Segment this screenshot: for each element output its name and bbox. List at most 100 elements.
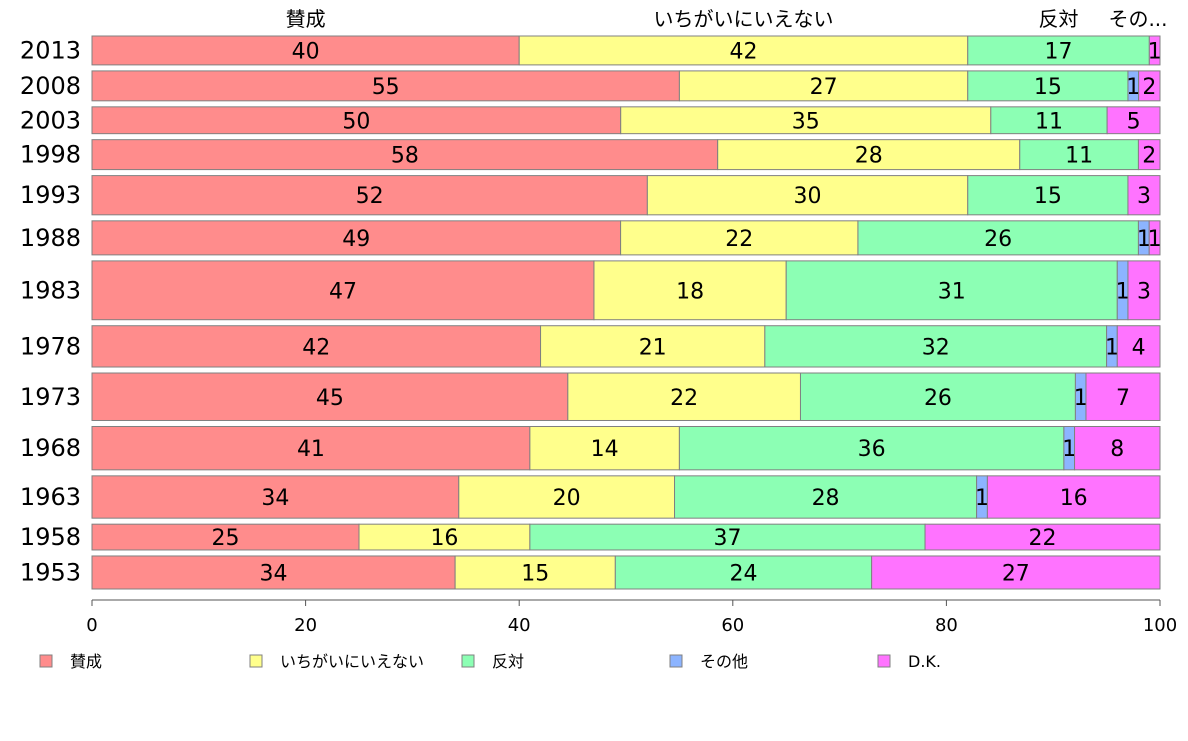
- top-labels-layer: 賛成 いちがいにいえない 反対 その...: [286, 7, 1168, 31]
- series-top-label: 反対: [1039, 7, 1079, 31]
- data-label: 1: [975, 486, 989, 511]
- series-top-label: その...: [1108, 7, 1167, 31]
- x-tick-label: 20: [294, 615, 317, 636]
- data-label: 18: [676, 279, 704, 304]
- legend-label: その他: [700, 652, 748, 671]
- data-label: 35: [792, 109, 820, 134]
- bar-segment: [91, 475, 460, 519]
- data-label: 11: [1035, 109, 1063, 134]
- bar-segment: [567, 372, 801, 421]
- data-label: 28: [855, 144, 883, 169]
- data-label: 34: [260, 561, 288, 586]
- data-label: 40: [292, 39, 320, 64]
- data-label: 1: [1074, 386, 1088, 411]
- legend-swatch: [39, 654, 53, 668]
- bar-segment: [785, 260, 1118, 321]
- bar-segment: [1085, 372, 1161, 421]
- data-label: 20: [553, 486, 581, 511]
- bar-segment: [1127, 260, 1161, 321]
- series-top-label: 賛成: [286, 7, 326, 31]
- bar-segment: [1138, 70, 1161, 102]
- data-label: 2: [1142, 144, 1156, 169]
- x-tick-label: 80: [935, 615, 958, 636]
- category-label: 1958: [20, 523, 81, 551]
- bar-segment: [614, 555, 873, 590]
- bar-segment: [990, 106, 1108, 135]
- data-label: 16: [430, 526, 458, 551]
- data-label: 3: [1137, 279, 1151, 304]
- bar-segment: [1116, 325, 1161, 368]
- data-label: 58: [391, 144, 419, 169]
- data-label: 55: [372, 75, 400, 100]
- data-label: 32: [922, 335, 950, 360]
- data-label: 1: [1116, 279, 1130, 304]
- category-label: 1973: [20, 383, 81, 411]
- bar-segment: [967, 70, 1129, 102]
- bar-segment: [518, 35, 969, 66]
- bar-segment: [91, 220, 622, 256]
- data-label: 41: [297, 437, 325, 462]
- bar-segment: [91, 523, 360, 551]
- bar-segment: [91, 35, 520, 66]
- bar-segment: [967, 35, 1150, 66]
- bar-segment: [1148, 35, 1161, 66]
- category-label: 1963: [20, 483, 81, 511]
- bar-segment: [458, 475, 676, 519]
- bar-segment: [593, 260, 787, 321]
- data-label: 27: [810, 75, 838, 100]
- data-label: 7: [1116, 386, 1130, 411]
- bar-segment: [91, 139, 719, 171]
- legend-swatch: [669, 654, 683, 668]
- bar-segment: [678, 70, 969, 102]
- data-label: 47: [329, 279, 357, 304]
- category-label: 1988: [20, 224, 81, 252]
- category-label: 1998: [20, 141, 81, 169]
- data-label: 26: [984, 227, 1012, 252]
- legend: 賛成 いちがいにいえない 反対 その他 D.K.: [39, 652, 941, 671]
- legend-swatch: [461, 654, 475, 668]
- category-label: 2003: [20, 106, 81, 134]
- bar-segment: [646, 175, 969, 216]
- bar-segment: [454, 555, 616, 590]
- data-label: 1: [1062, 437, 1076, 462]
- x-tick-label: 60: [721, 615, 744, 636]
- category-label: 1993: [20, 181, 81, 209]
- bar-segment: [620, 220, 859, 256]
- data-label: 24: [729, 561, 757, 586]
- bar-segment: [91, 372, 569, 421]
- data-label: 15: [521, 561, 549, 586]
- x-tick-label: 100: [1143, 615, 1177, 636]
- data-label: 50: [342, 109, 370, 134]
- x-tick-label: 40: [508, 615, 531, 636]
- bar-segment: [540, 325, 766, 368]
- data-label: 1: [1105, 335, 1119, 360]
- data-label: 4: [1132, 335, 1146, 360]
- data-label: 52: [356, 184, 384, 209]
- bar-segment: [1127, 175, 1161, 216]
- data-label: 1: [1126, 75, 1140, 100]
- bar-segment: [529, 425, 680, 471]
- bar-segment: [91, 260, 595, 321]
- category-label: 1983: [20, 276, 81, 304]
- data-label: 22: [1029, 526, 1057, 551]
- bar-segment: [1074, 425, 1161, 471]
- category-label: 1968: [20, 434, 81, 462]
- bar-segment: [799, 372, 1076, 421]
- x-tick-label: 0: [86, 615, 97, 636]
- legend-label: 反対: [492, 652, 524, 671]
- bar-segment: [857, 220, 1139, 256]
- bar-segment: [358, 523, 531, 551]
- data-label: 45: [316, 386, 344, 411]
- data-label: 37: [713, 526, 741, 551]
- data-label: 28: [812, 486, 840, 511]
- bar-segment: [717, 139, 1021, 171]
- data-label: 3: [1137, 184, 1151, 209]
- legend-swatch: [877, 654, 891, 668]
- category-label: 1978: [20, 332, 81, 360]
- data-label: 31: [938, 279, 966, 304]
- data-label: 17: [1045, 39, 1073, 64]
- bar-segment: [91, 106, 622, 135]
- data-label: 11: [1065, 144, 1093, 169]
- data-label: 49: [342, 227, 370, 252]
